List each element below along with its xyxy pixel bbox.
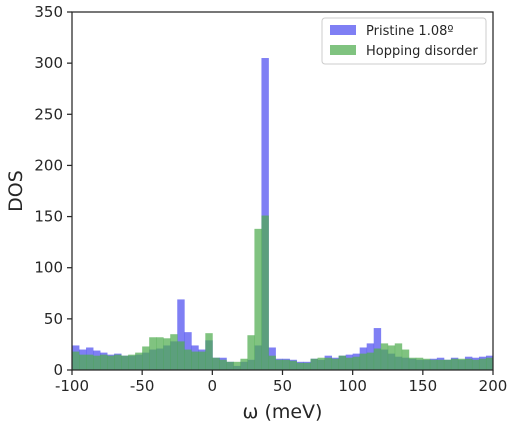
series-2-bar — [373, 348, 382, 370]
series-2-bar — [338, 355, 347, 370]
x-tick-label: 200 — [479, 377, 508, 395]
y-tick-label: 150 — [34, 208, 63, 226]
series-2-bar — [156, 337, 164, 370]
series-2-bar — [317, 357, 325, 370]
series-2-bar — [254, 228, 262, 370]
series-2-bar — [205, 333, 213, 370]
y-axis-label: DOS — [5, 170, 27, 212]
series-2-bar — [310, 358, 318, 370]
series-2-bar — [86, 354, 94, 370]
series-2-bar — [240, 358, 248, 370]
series-2-bar — [485, 357, 494, 370]
y-tick-label: 250 — [34, 105, 63, 123]
series-2-bar — [135, 352, 143, 370]
series-2-bar — [324, 357, 333, 370]
series-2-bar — [478, 358, 487, 370]
y-tick-label: 100 — [34, 259, 63, 277]
y-tick-label: 50 — [44, 310, 63, 328]
series-2-bar — [464, 358, 473, 370]
series-2-bar — [282, 359, 290, 370]
series-2-bar — [422, 358, 431, 370]
series-2-bar — [198, 351, 206, 370]
series-2-bar — [275, 359, 283, 370]
series-2-bar — [331, 358, 340, 370]
series-2-bar — [212, 357, 220, 370]
series-2-bar — [72, 351, 80, 370]
series-2-bar — [114, 354, 122, 370]
series-2-bar — [471, 359, 480, 370]
y-tick-label: 0 — [53, 361, 63, 379]
bars-layer — [72, 58, 494, 371]
series-2-bar — [289, 360, 297, 370]
legend-box — [321, 17, 487, 65]
series-2-bar — [380, 343, 389, 370]
series-2-bar — [93, 355, 101, 370]
series-2-bar — [429, 359, 438, 370]
y-tick-label: 200 — [34, 156, 63, 174]
series-2-bar — [247, 335, 255, 370]
series-2-bar — [191, 351, 199, 370]
x-tick-label: 0 — [208, 377, 218, 395]
x-tick-label: 100 — [338, 377, 367, 395]
series-2-bar — [226, 361, 234, 370]
x-tick-label: -50 — [130, 377, 155, 395]
x-tick-label: 150 — [409, 377, 438, 395]
axes-layer: -100 -50 0 50 100 150 200 0 50 100 150 200 250 300 350… — [5, 3, 507, 423]
y-tick-label: 300 — [34, 54, 63, 72]
series-2-bar — [219, 359, 227, 370]
series-2-bar — [352, 356, 361, 370]
series-2-bar — [457, 358, 466, 370]
series-2-bar — [149, 337, 157, 370]
series-2-bar — [450, 358, 459, 370]
legend-swatch-2 — [330, 45, 356, 55]
series-2-bar — [121, 355, 129, 370]
series-2-bar — [170, 334, 178, 370]
legend: Pristine 1.08º Hopping disorder — [321, 17, 487, 65]
x-axis-label: ω (meV) — [243, 401, 323, 423]
series-2-bar — [107, 355, 115, 370]
legend-swatch-1 — [330, 25, 356, 35]
series-2-bar — [128, 354, 136, 370]
series-2-bar — [443, 359, 452, 370]
series-2-bar — [100, 354, 108, 370]
series-2-bar — [296, 362, 304, 370]
series-2-bar — [184, 349, 192, 370]
series-2 — [72, 215, 494, 370]
y-tick-label: 350 — [34, 3, 63, 21]
series-2-bar — [387, 345, 396, 370]
series-2-bar — [142, 346, 150, 370]
series-2-bar — [394, 343, 403, 370]
series-2-bar — [163, 338, 171, 370]
series-2-bar — [359, 353, 368, 370]
series-2-bar — [401, 349, 410, 370]
series-2-bar — [408, 357, 417, 370]
x-tick-label: -100 — [55, 377, 89, 395]
series-1-bar — [177, 299, 185, 370]
series-2-bar — [79, 354, 87, 370]
series-2-bar — [415, 357, 424, 370]
series-2-bar — [345, 357, 354, 370]
series-2-bar — [261, 215, 269, 370]
legend-label-2: Hopping disorder — [366, 44, 478, 59]
series-2-bar — [268, 355, 276, 370]
x-tick-label: 50 — [273, 377, 292, 395]
series-2-bar — [233, 361, 241, 370]
series-2-bar — [177, 341, 185, 370]
series-2-bar — [366, 352, 375, 370]
series-2-bar — [303, 362, 311, 370]
series-1-bar — [261, 58, 269, 371]
legend-label-1: Pristine 1.08º — [366, 24, 454, 39]
series-2-bar — [436, 359, 445, 370]
